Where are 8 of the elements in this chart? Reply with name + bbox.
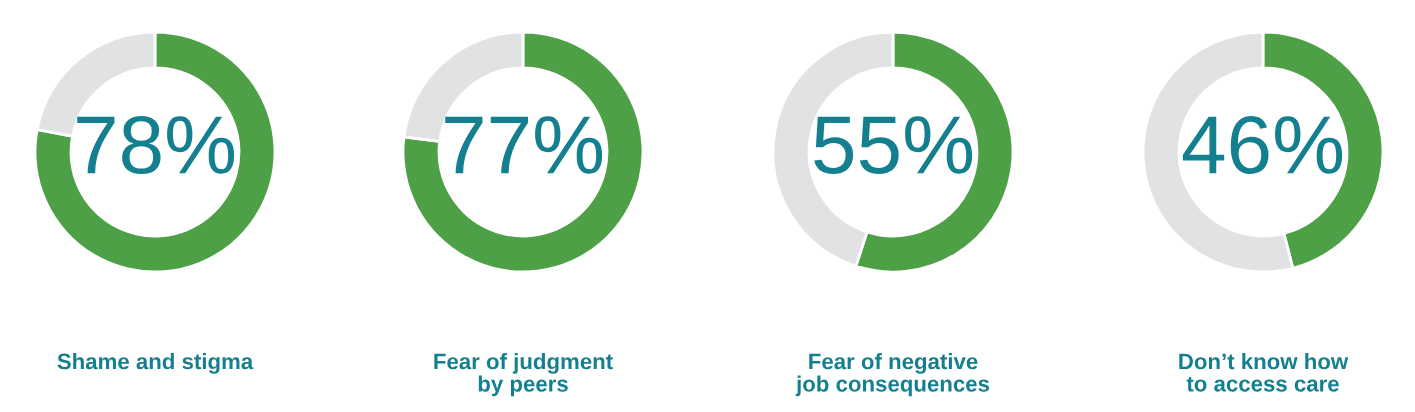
text: Fear of judgment by peers (434, 353, 613, 397)
data-label: 46% (1182, 115, 1343, 174)
data-label: 55% (814, 116, 973, 174)
data-label: 78% (77, 115, 235, 174)
text: Don’t know how to access care (1179, 353, 1349, 392)
text: Shame and stigma (57, 353, 254, 374)
text: Fear of negative job consequences (795, 353, 990, 397)
data-label: 77% (445, 116, 603, 174)
